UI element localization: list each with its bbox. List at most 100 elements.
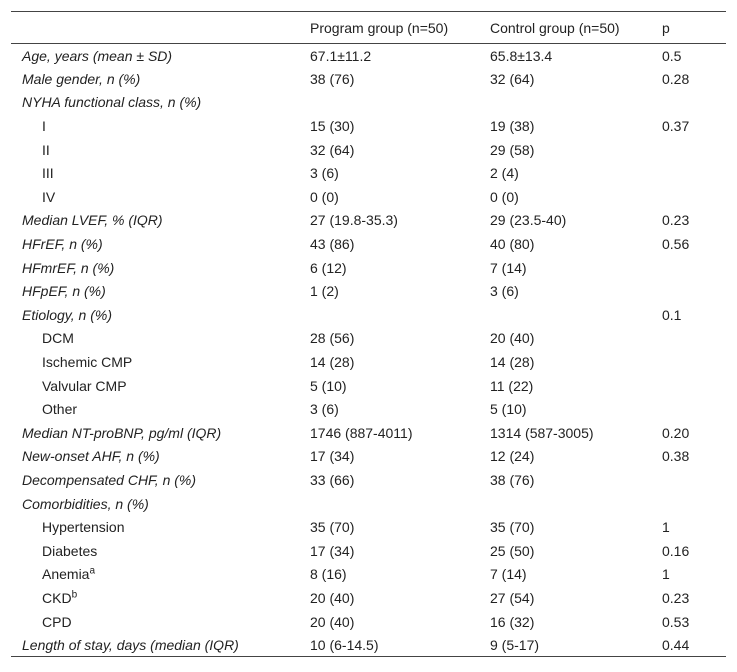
cell-text: 1 (2) bbox=[310, 283, 339, 300]
cell-p: 0.23 bbox=[651, 586, 726, 610]
label-text: Ischemic CMP bbox=[42, 354, 133, 371]
row-label: Hypertension bbox=[11, 515, 299, 539]
cell-text: 5 (10) bbox=[310, 377, 347, 394]
row-label: Ischemic CMP bbox=[11, 350, 299, 374]
label-text: New-onset AHF, n (%) bbox=[22, 448, 160, 465]
cell-control: 35 (70) bbox=[479, 515, 651, 539]
header-row: Program group (n=50) Control group (n=50… bbox=[11, 11, 726, 44]
cell-text: 0.20 bbox=[662, 424, 690, 441]
cell-program: 3 (6) bbox=[299, 397, 479, 421]
table-body: Age, years (mean ± SD) 67.1±11.2 65.8±13.4… bbox=[11, 44, 726, 657]
table-row: DCM 28 (56) 20 (40) bbox=[11, 327, 726, 351]
label-text: Median NT-proBNP, pg/ml (IQR) bbox=[22, 424, 222, 441]
cell-control bbox=[479, 303, 651, 327]
cell-text: 17 (34) bbox=[310, 542, 355, 559]
row-label: Age, years (mean ± SD) bbox=[11, 44, 299, 68]
row-label: CPD bbox=[11, 610, 299, 634]
label-text: Other bbox=[42, 401, 78, 418]
cell-control: 27 (54) bbox=[479, 586, 651, 610]
cell-p: 0.38 bbox=[651, 445, 726, 469]
cell-text: 3 (6) bbox=[310, 165, 339, 182]
label-text: Male gender, n (%) bbox=[22, 70, 141, 87]
cell-text: 16 (32) bbox=[490, 613, 535, 630]
cell-control: 25 (50) bbox=[479, 539, 651, 563]
row-label: DCM bbox=[11, 327, 299, 351]
label-text: Etiology, n (%) bbox=[22, 306, 112, 323]
cell-control: 32 (64) bbox=[479, 67, 651, 91]
cell-text: 67.1±11.2 bbox=[310, 47, 372, 64]
cell-p: 0.56 bbox=[651, 232, 726, 256]
row-label: Comorbidities, n (%) bbox=[11, 492, 299, 516]
cell-control bbox=[479, 492, 651, 516]
cell-text: 27 (19.8-35.3) bbox=[310, 212, 398, 229]
table-row: Valvular CMP 5 (10) 11 (22) bbox=[11, 374, 726, 398]
cell-text: 29 (23.5-40) bbox=[490, 212, 567, 229]
row-label: IV bbox=[11, 185, 299, 209]
cell-text: 27 (54) bbox=[490, 589, 535, 606]
table-row: HFrEF, n (%) 43 (86) 40 (80) 0.56 bbox=[11, 232, 726, 256]
cell-control: 2 (4) bbox=[479, 161, 651, 185]
row-label: III bbox=[11, 161, 299, 185]
cell-text: 0.38 bbox=[662, 448, 690, 465]
row-label: II bbox=[11, 138, 299, 162]
cell-p: 1 bbox=[651, 563, 726, 587]
table-row: CPD 20 (40) 16 (32) 0.53 bbox=[11, 610, 726, 634]
cell-control: 29 (58) bbox=[479, 138, 651, 162]
cell-control: 16 (32) bbox=[479, 610, 651, 634]
cell-p bbox=[651, 279, 726, 303]
label-text: HFrEF, n (%) bbox=[22, 236, 103, 253]
table-row: Male gender, n (%) 38 (76) 32 (64) 0.28 bbox=[11, 67, 726, 91]
cell-text: 0.23 bbox=[662, 589, 690, 606]
table-row: Median LVEF, % (IQR) 27 (19.8-35.3) 29 (23… bbox=[11, 209, 726, 233]
row-label: New-onset AHF, n (%) bbox=[11, 445, 299, 469]
label-text: CPD bbox=[42, 613, 72, 630]
table-row: Decompensated CHF, n (%) 33 (66) 38 (76) bbox=[11, 468, 726, 492]
cell-text: 43 (86) bbox=[310, 236, 355, 253]
row-label: HFpEF, n (%) bbox=[11, 279, 299, 303]
row-label: NYHA functional class, n (%) bbox=[11, 91, 299, 115]
cell-p: 1 bbox=[651, 515, 726, 539]
row-label: Male gender, n (%) bbox=[11, 67, 299, 91]
row-label: CKDb bbox=[11, 586, 299, 610]
cell-text: 14 (28) bbox=[490, 354, 535, 371]
label-text: Valvular CMP bbox=[42, 377, 127, 394]
label-text: DCM bbox=[42, 330, 74, 347]
cell-text: 1 bbox=[662, 519, 670, 536]
row-label: Other bbox=[11, 397, 299, 421]
cell-program: 17 (34) bbox=[299, 445, 479, 469]
cell-program: 20 (40) bbox=[299, 586, 479, 610]
cell-text: 3 (6) bbox=[490, 283, 519, 300]
cell-program bbox=[299, 303, 479, 327]
cell-text: 1746 (887-4011) bbox=[310, 424, 413, 441]
header-cell: Program group (n=50) bbox=[310, 19, 449, 36]
cell-text: 7 (14) bbox=[490, 259, 527, 276]
label-text: Decompensated CHF, n (%) bbox=[22, 471, 197, 488]
cell-p bbox=[651, 138, 726, 162]
row-label: Diabetes bbox=[11, 539, 299, 563]
cell-program: 0 (0) bbox=[299, 185, 479, 209]
cell-program: 1 (2) bbox=[299, 279, 479, 303]
cell-program: 67.1±11.2 bbox=[299, 44, 479, 68]
cell-text: 33 (66) bbox=[310, 471, 355, 488]
table-row: Other 3 (6) 5 (10) bbox=[11, 397, 726, 421]
label-text: IV bbox=[42, 188, 56, 205]
label-text: Length of stay, days (median (IQR) bbox=[22, 636, 239, 653]
cell-text: 0.44 bbox=[662, 636, 690, 653]
cell-program: 35 (70) bbox=[299, 515, 479, 539]
cell-control: 7 (14) bbox=[479, 563, 651, 587]
cell-text: 8 (16) bbox=[310, 566, 347, 583]
cell-text: 10 (6-14.5) bbox=[310, 636, 379, 653]
cell-program: 27 (19.8-35.3) bbox=[299, 209, 479, 233]
table-row: IV 0 (0) 0 (0) bbox=[11, 185, 726, 209]
label-text: NYHA functional class, n (%) bbox=[22, 94, 202, 111]
cell-control: 29 (23.5-40) bbox=[479, 209, 651, 233]
table-row: HFpEF, n (%) 1 (2) 3 (6) bbox=[11, 279, 726, 303]
cell-text: 20 (40) bbox=[490, 330, 535, 347]
cell-p: 0.1 bbox=[651, 303, 726, 327]
label-text: II bbox=[42, 141, 50, 158]
cell-program: 6 (12) bbox=[299, 256, 479, 280]
header-cell: p bbox=[662, 19, 670, 36]
cell-text: 32 (64) bbox=[490, 70, 535, 87]
cell-p: 0.20 bbox=[651, 421, 726, 445]
cell-text: 11 (22) bbox=[490, 377, 534, 394]
